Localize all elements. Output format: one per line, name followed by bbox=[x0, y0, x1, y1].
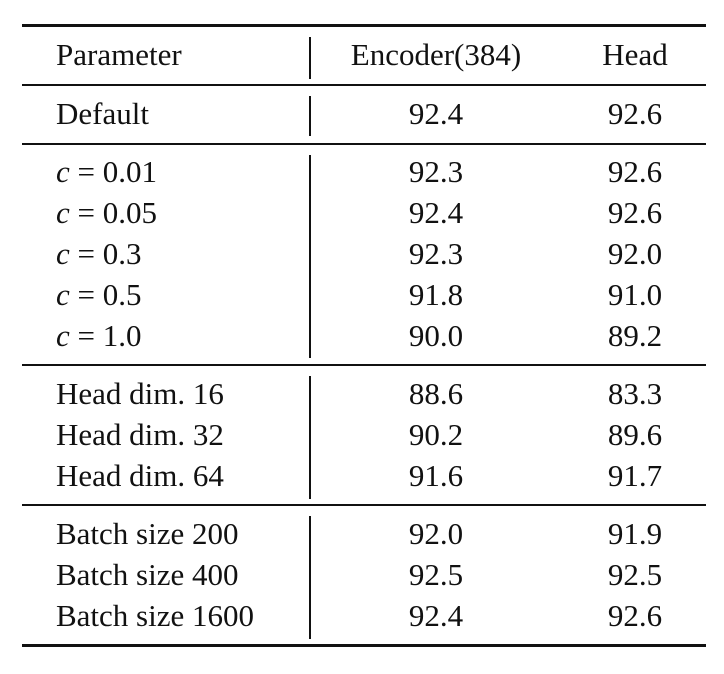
row-head-value: 92.0 bbox=[607, 236, 663, 271]
row-param: Batch size 400 bbox=[56, 557, 239, 592]
column-separator bbox=[309, 96, 311, 136]
row-encoder-value: 91.6 bbox=[408, 458, 464, 493]
param-value: = 0.05 bbox=[69, 195, 157, 230]
row-param: Head dim. 32 bbox=[56, 417, 224, 452]
column-separator bbox=[309, 155, 311, 358]
column-separator bbox=[309, 37, 311, 79]
row-head-value: 92.6 bbox=[607, 96, 663, 131]
row-head-value: 91.0 bbox=[607, 277, 663, 312]
column-separator bbox=[309, 376, 311, 499]
param-variable: c bbox=[56, 318, 70, 353]
row-encoder-value: 92.4 bbox=[408, 195, 464, 230]
header-head: Head bbox=[602, 37, 668, 72]
row-param: Default bbox=[56, 96, 149, 131]
row-encoder-value: 92.3 bbox=[408, 236, 464, 271]
group-divider bbox=[22, 504, 706, 506]
row-encoder-value: 92.0 bbox=[408, 516, 464, 551]
table-bottom-rule bbox=[22, 644, 706, 647]
row-encoder-value: 92.3 bbox=[408, 154, 464, 189]
header-rule bbox=[22, 84, 706, 86]
row-param: Batch size 1600 bbox=[56, 598, 255, 633]
row-head-value: 92.5 bbox=[607, 557, 663, 592]
row-param: c = 0.5 bbox=[56, 275, 142, 315]
row-head-value: 92.6 bbox=[607, 598, 663, 633]
param-variable: c bbox=[56, 277, 70, 312]
param-value: = 0.3 bbox=[69, 236, 142, 271]
row-encoder-value: 91.8 bbox=[408, 277, 464, 312]
row-head-value: 89.2 bbox=[607, 318, 663, 353]
row-encoder-value: 92.4 bbox=[408, 598, 464, 633]
row-param: c = 0.05 bbox=[56, 193, 157, 233]
row-param: c = 1.0 bbox=[56, 316, 142, 356]
row-param: c = 0.3 bbox=[56, 234, 142, 274]
param-value: = 0.5 bbox=[69, 277, 142, 312]
row-head-value: 92.6 bbox=[607, 195, 663, 230]
header-encoder: Encoder(384) bbox=[350, 37, 522, 72]
row-head-value: 91.9 bbox=[607, 516, 663, 551]
row-param: Head dim. 16 bbox=[56, 376, 224, 411]
row-head-value: 89.6 bbox=[607, 417, 663, 452]
row-param: c = 0.01 bbox=[56, 152, 157, 192]
group-divider bbox=[22, 364, 706, 366]
table-top-rule bbox=[22, 24, 706, 27]
group-divider bbox=[22, 143, 706, 145]
row-encoder-value: 90.2 bbox=[408, 417, 464, 452]
param-variable: c bbox=[56, 236, 70, 271]
row-encoder-value: 88.6 bbox=[408, 376, 464, 411]
header-parameter: Parameter bbox=[56, 37, 182, 72]
param-value: = 0.01 bbox=[69, 154, 157, 189]
row-head-value: 92.6 bbox=[607, 154, 663, 189]
row-encoder-value: 92.5 bbox=[408, 557, 464, 592]
row-encoder-value: 92.4 bbox=[408, 96, 464, 131]
param-variable: c bbox=[56, 154, 70, 189]
param-variable: c bbox=[56, 195, 70, 230]
row-encoder-value: 90.0 bbox=[408, 318, 464, 353]
row-head-value: 83.3 bbox=[607, 376, 663, 411]
row-param: Head dim. 64 bbox=[56, 458, 224, 493]
param-value: = 1.0 bbox=[69, 318, 142, 353]
row-head-value: 91.7 bbox=[607, 458, 663, 493]
row-param: Batch size 200 bbox=[56, 516, 239, 551]
column-separator bbox=[309, 516, 311, 639]
